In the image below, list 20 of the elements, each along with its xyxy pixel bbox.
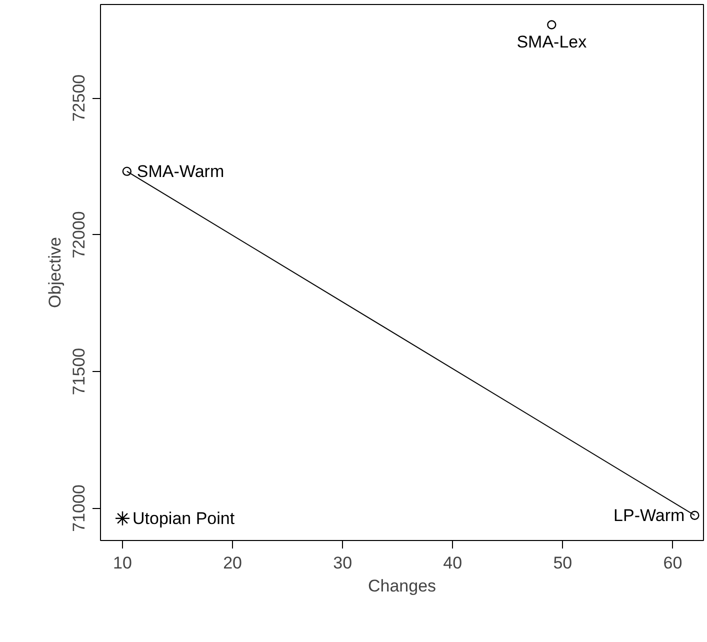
annotation: SMA-Lex (516, 32, 588, 52)
x-tick-label: 20 (223, 554, 242, 572)
x-tick-label: 10 (113, 554, 132, 572)
annotation: LP-Warm (614, 506, 685, 525)
x-tick-label: 50 (553, 554, 572, 572)
point (690, 510, 700, 520)
x-axis-title: Changes (368, 576, 436, 596)
point (114, 510, 130, 526)
x-tick-label: 60 (663, 554, 682, 572)
x-tick-label: 30 (333, 554, 352, 572)
annotation: Utopian Point (132, 508, 235, 528)
y-tick-label: 72500 (70, 74, 88, 122)
point (547, 20, 556, 30)
point (122, 166, 132, 176)
y-tick-label: 71000 (70, 484, 88, 532)
x-tick-label: 40 (443, 554, 462, 572)
annotation: SMA-Warm (136, 162, 224, 181)
y-tick-label: 71500 (70, 348, 88, 396)
y-axis-title: Objective (46, 237, 64, 308)
y-tick-label: 72000 (70, 211, 88, 258)
